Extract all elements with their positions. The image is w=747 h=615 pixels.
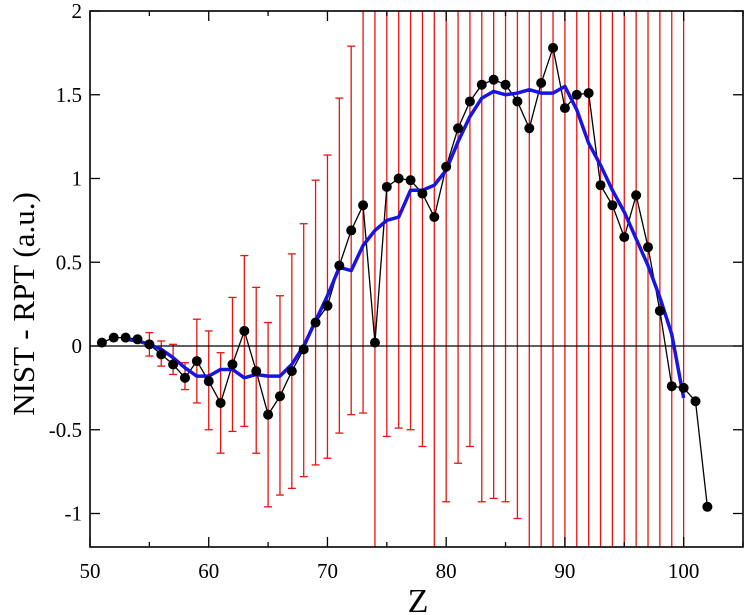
fit-line — [125, 84, 686, 399]
data-point — [132, 334, 143, 345]
data-point — [583, 88, 594, 99]
data-point — [322, 300, 333, 311]
data-point — [310, 317, 321, 328]
data-point — [108, 332, 119, 343]
data-point — [298, 344, 309, 355]
tick-labels: 50 60 70 80 90 100 -1 -0.5 0 0.5 1 1.5 2 — [49, 0, 700, 583]
data-point — [381, 181, 392, 192]
y-tick-label: 1.5 — [56, 83, 82, 107]
data-point — [548, 42, 559, 53]
data-point — [429, 212, 440, 223]
x-tick-label: 50 — [80, 559, 101, 583]
data-point — [690, 396, 701, 407]
plot-frame — [89, 10, 744, 548]
data-point — [643, 242, 654, 253]
data-point — [168, 359, 179, 370]
data-point — [369, 337, 380, 348]
y-tick-label: -0.5 — [49, 418, 82, 442]
data-point — [500, 79, 511, 90]
data-point — [156, 349, 167, 360]
y-tick-label: -1 — [65, 502, 83, 526]
data-point — [239, 325, 250, 336]
data-point — [251, 366, 262, 377]
data-point — [227, 359, 238, 370]
x-tick-label: 90 — [554, 559, 575, 583]
data-lines — [90, 45, 743, 507]
data-point — [536, 78, 547, 89]
x-tick-label: 70 — [317, 559, 338, 583]
data-point — [417, 188, 428, 199]
data-point — [559, 103, 570, 114]
data-point — [595, 180, 606, 191]
data-point — [607, 200, 618, 211]
data-point — [405, 175, 416, 186]
error-bars — [145, 11, 685, 547]
data-point — [619, 232, 630, 243]
data-point — [215, 397, 226, 408]
points-connector-line — [101, 45, 709, 507]
x-tick-label: 100 — [668, 559, 700, 583]
data-point — [346, 225, 357, 236]
data-point — [286, 366, 297, 377]
y-tick-label: 0 — [72, 334, 83, 358]
data-point — [571, 89, 582, 100]
x-axis-title: Z — [408, 583, 429, 615]
data-point — [144, 339, 155, 350]
data-point — [393, 173, 404, 184]
data-point — [678, 382, 689, 393]
data-point — [191, 356, 202, 367]
x-tick-label: 80 — [436, 559, 457, 583]
y-axis-title: NIST - RPT (a.u.) — [6, 192, 41, 416]
data-points — [96, 42, 713, 512]
y-tick-label: 2 — [72, 0, 83, 23]
data-point — [702, 501, 713, 512]
axes — [89, 10, 744, 548]
data-point — [274, 391, 285, 402]
data-point — [263, 409, 274, 420]
data-point — [358, 200, 369, 211]
data-point — [441, 161, 452, 172]
data-point — [488, 74, 499, 85]
y-tick-label: 0.5 — [56, 250, 82, 274]
x-tick-label: 60 — [198, 559, 219, 583]
data-point — [203, 376, 214, 387]
data-point — [476, 79, 487, 90]
data-point — [96, 337, 107, 348]
data-point — [512, 96, 523, 107]
data-point — [334, 260, 345, 271]
data-point — [654, 305, 665, 316]
data-point — [464, 96, 475, 107]
data-point — [453, 123, 464, 134]
data-point — [179, 372, 190, 383]
y-tick-label: 1 — [72, 167, 83, 191]
data-point — [631, 190, 642, 201]
data-point — [120, 332, 131, 343]
data-point — [524, 123, 535, 134]
data-point — [666, 381, 677, 392]
